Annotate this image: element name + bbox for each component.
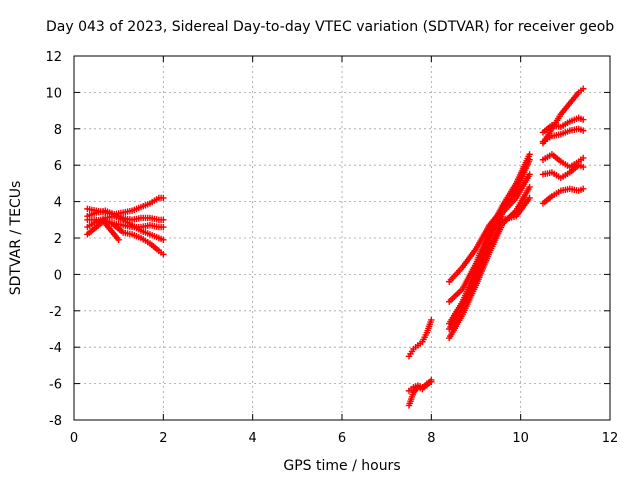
data-series [539,185,587,207]
data-point [160,251,167,258]
y-tick-label: -2 [49,305,62,320]
x-axis-title: GPS time / hours [283,458,400,474]
axis-ticks [73,55,611,421]
y-tick-label: 6 [54,159,62,174]
data-series [539,162,587,182]
y-tick-label: -8 [49,414,62,429]
chart-title: Day 043 of 2023, Sidereal Day-to-day VTE… [46,19,614,35]
data-point [160,223,167,231]
data-point [428,376,435,384]
y-tick-labels: -8 -6 -4 -2 0 2 4 6 8 10 12 [45,50,62,429]
y-tick-label: 12 [45,50,62,65]
data-point [526,151,533,158]
x-tick-label: 2 [159,431,167,446]
data-series [539,125,587,145]
data-series [405,316,435,360]
data-point [115,236,122,244]
x-tick-label: 12 [602,431,619,446]
data-point [526,183,533,191]
y-tick-label: 10 [45,86,62,101]
data-point [580,116,587,123]
data-point [580,185,587,193]
data-series [539,114,587,136]
data-point [428,316,435,324]
x-tick-label: 0 [70,431,78,446]
y-tick-label: -4 [49,341,62,356]
x-tick-label: 8 [427,431,435,446]
y-tick-label: 0 [54,268,62,283]
x-tick-label: 10 [512,431,529,446]
data-series [446,194,533,333]
data-point [580,163,587,171]
data-points [84,85,587,409]
data-series [84,212,167,244]
data-point [580,127,587,134]
y-tick-label: 8 [54,123,62,138]
data-point [160,236,167,244]
y-axis-title: SDTVAR / TECUs [8,181,24,296]
data-point [160,194,167,202]
data-point [580,85,587,92]
data-series [405,376,435,395]
data-series [102,220,122,244]
data-point [526,194,533,202]
x-tick-labels: 0 2 4 6 8 10 12 [70,431,618,446]
data-point [526,171,533,178]
data-point [580,154,587,162]
data-series [446,151,533,305]
x-tick-label: 4 [249,431,257,446]
y-tick-label: 2 [54,232,62,247]
data-point [160,216,167,223]
x-tick-label: 6 [338,431,346,446]
data-series [84,216,167,258]
y-tick-label: 4 [54,196,62,211]
y-tick-label: -6 [49,378,62,393]
plot-frame [73,55,611,421]
